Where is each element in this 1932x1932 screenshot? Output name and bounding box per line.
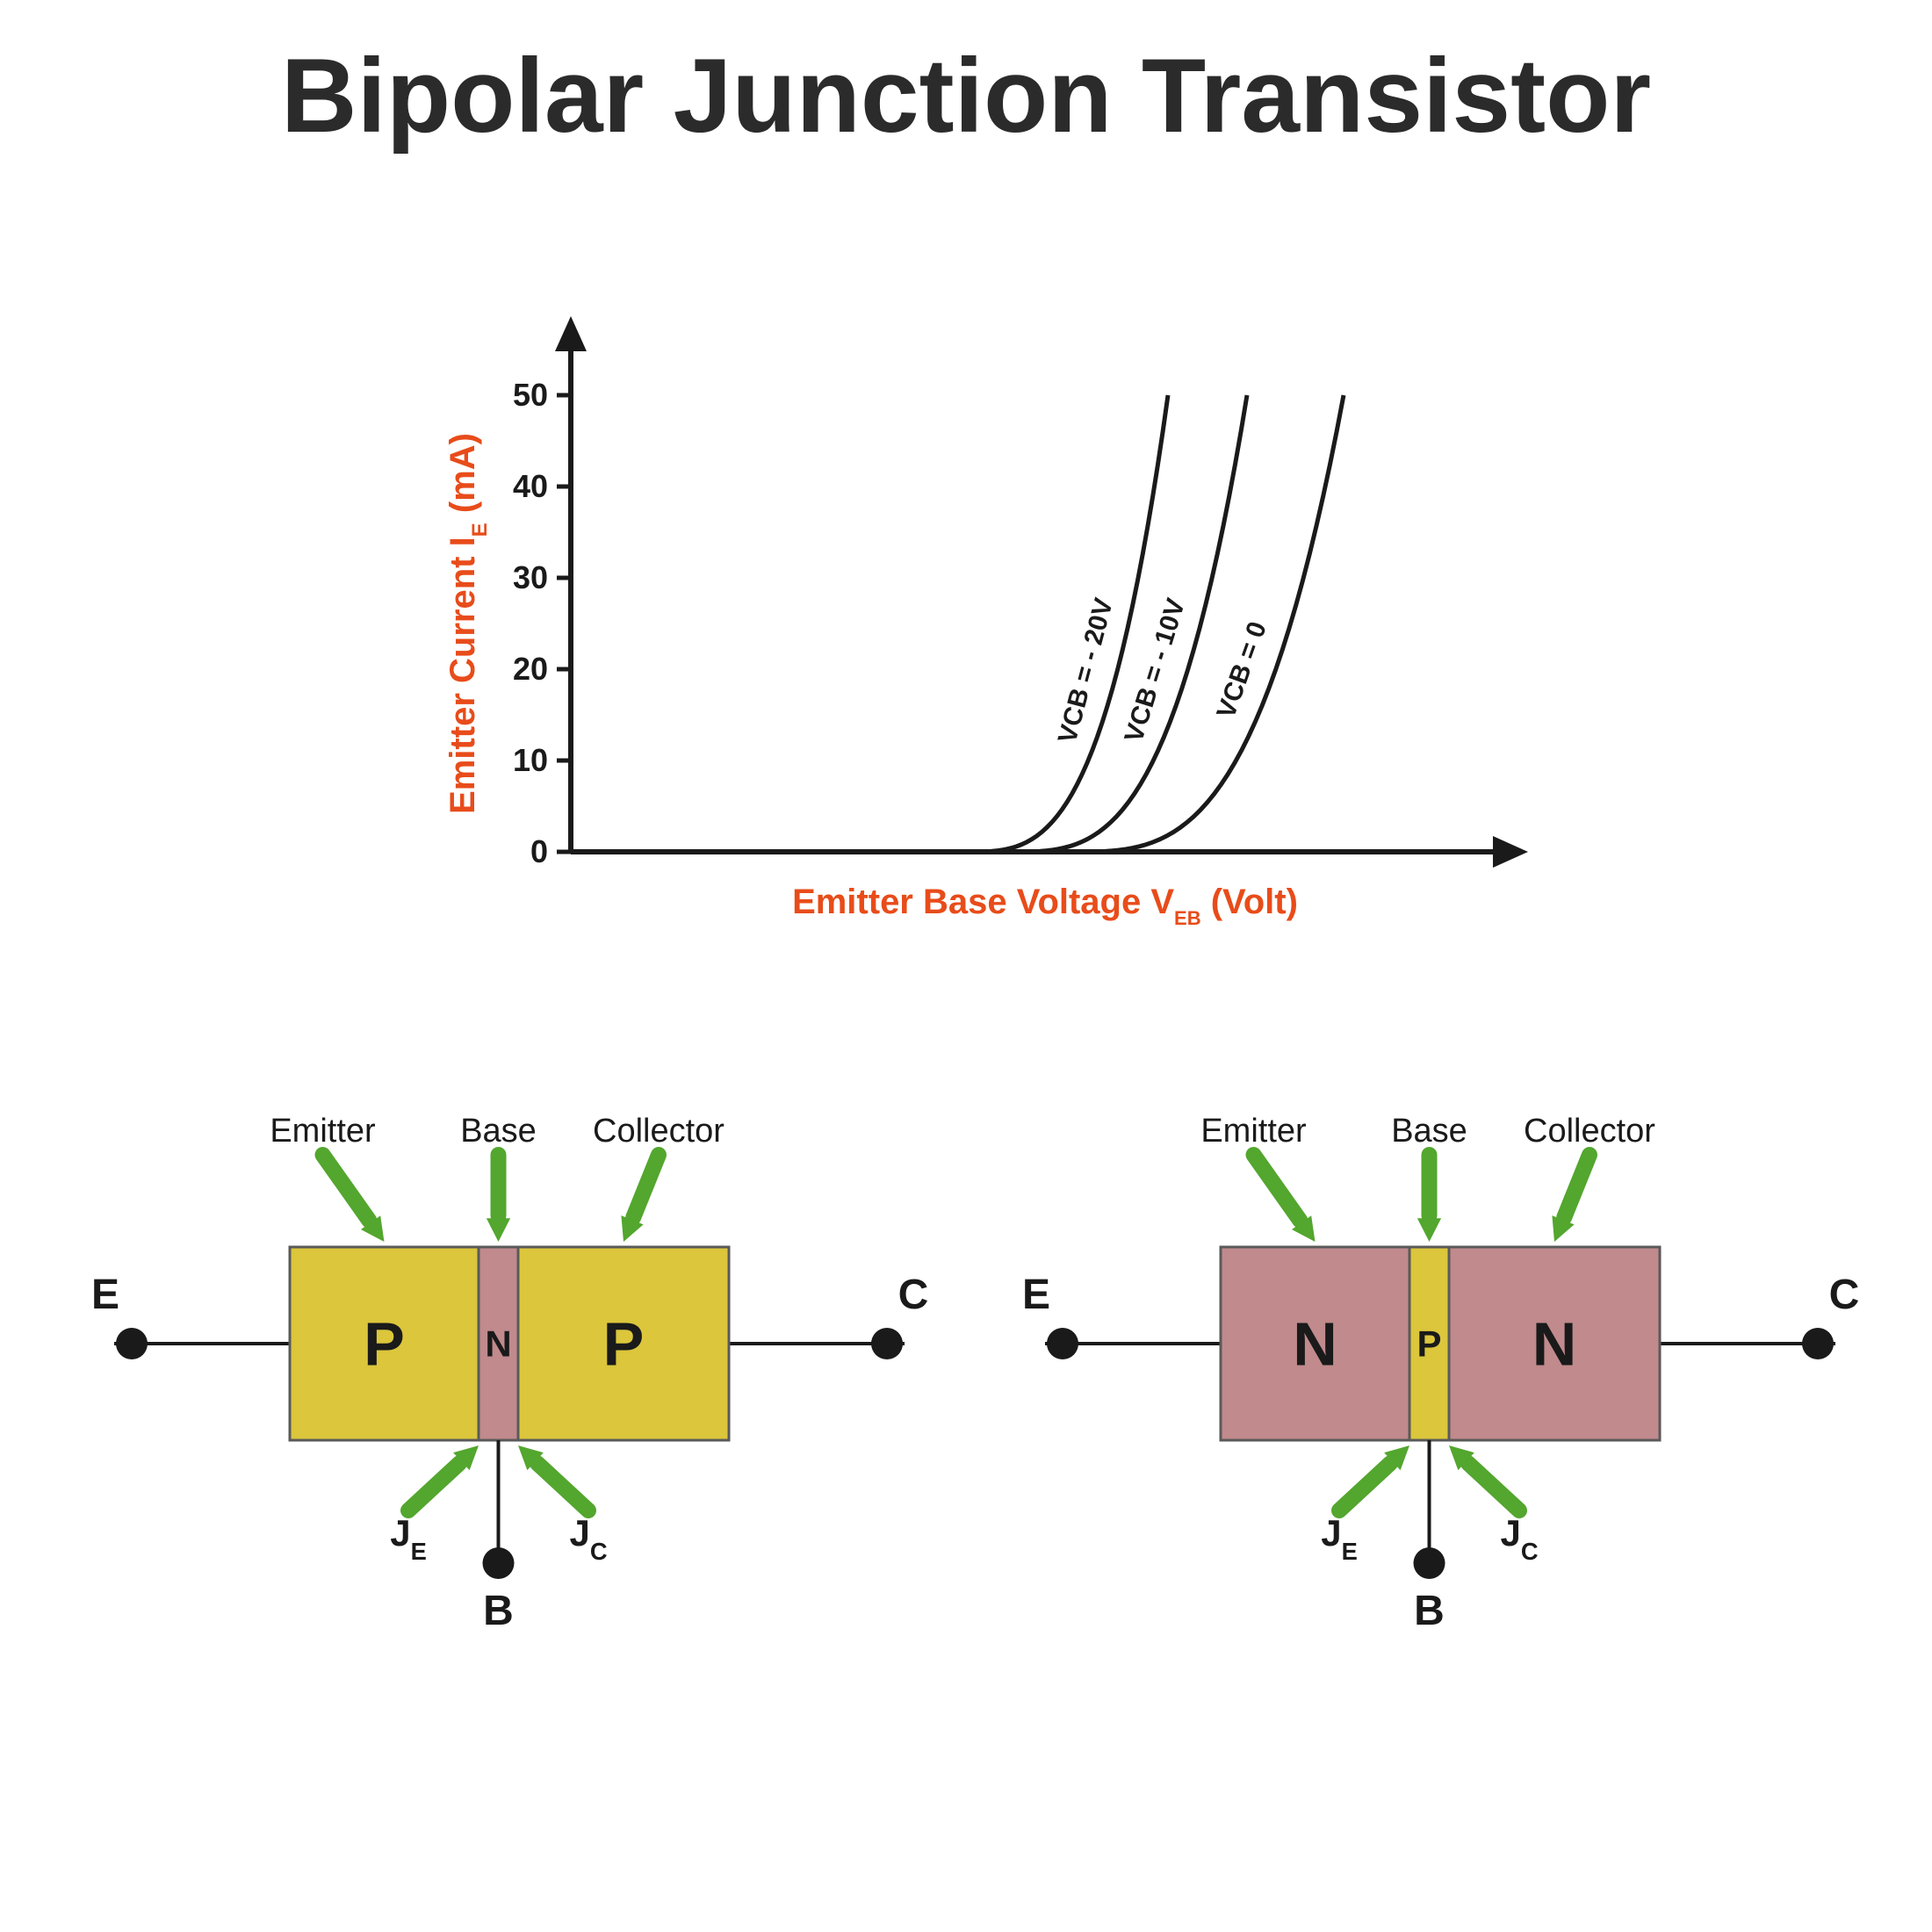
svg-text:C: C: [898, 1272, 929, 1318]
svg-text:B: B: [483, 1588, 514, 1634]
svg-text:B: B: [1414, 1588, 1445, 1634]
svg-text:Emitter Base Voltage VEB (Volt: Emitter Base Voltage VEB (Volt): [792, 883, 1298, 929]
iv-chart: 01020304050VCB = - 20VVCB = - 10VVCB = 0…: [422, 290, 1563, 975]
svg-text:30: 30: [513, 559, 548, 595]
svg-text:E: E: [1022, 1272, 1050, 1318]
npn-transistor: E C N P N B JE JC Emitter Base Collector: [975, 1071, 1871, 1686]
svg-text:40: 40: [513, 468, 548, 504]
svg-text:10: 10: [513, 742, 548, 778]
svg-text:JC: JC: [1500, 1512, 1538, 1565]
svg-text:VCB = - 20V: VCB = - 20V: [1053, 595, 1119, 746]
svg-text:Collector: Collector: [593, 1113, 724, 1150]
svg-text:N: N: [485, 1323, 511, 1365]
svg-text:50: 50: [513, 377, 548, 413]
svg-text:JE: JE: [390, 1512, 427, 1565]
svg-text:JE: JE: [1321, 1512, 1358, 1565]
svg-text:E: E: [91, 1272, 119, 1318]
svg-text:Collector: Collector: [1524, 1113, 1655, 1150]
svg-text:Emitter: Emitter: [1200, 1113, 1307, 1150]
svg-text:C: C: [1829, 1272, 1860, 1318]
svg-text:P: P: [364, 1310, 405, 1379]
svg-text:N: N: [1293, 1310, 1337, 1379]
svg-text:Base: Base: [1391, 1113, 1467, 1150]
pnp-transistor: E C P N P B JE JC Emitter Base Collector: [44, 1071, 940, 1686]
svg-text:0: 0: [530, 833, 548, 869]
svg-text:P: P: [1417, 1323, 1441, 1365]
svg-text:N: N: [1532, 1310, 1577, 1379]
svg-text:Emitter Current IE (mA): Emitter Current IE (mA): [443, 433, 492, 814]
svg-text:P: P: [603, 1310, 645, 1379]
page-title: Bipolar Junction Transistor: [0, 35, 1932, 156]
svg-text:Emitter: Emitter: [270, 1113, 376, 1150]
transistor-diagrams: E C P N P B JE JC Emitter Base Collector E C N P N B JE J…: [44, 1071, 1888, 1686]
svg-text:20: 20: [513, 651, 548, 687]
svg-text:Base: Base: [460, 1113, 537, 1150]
svg-text:JC: JC: [569, 1512, 607, 1565]
